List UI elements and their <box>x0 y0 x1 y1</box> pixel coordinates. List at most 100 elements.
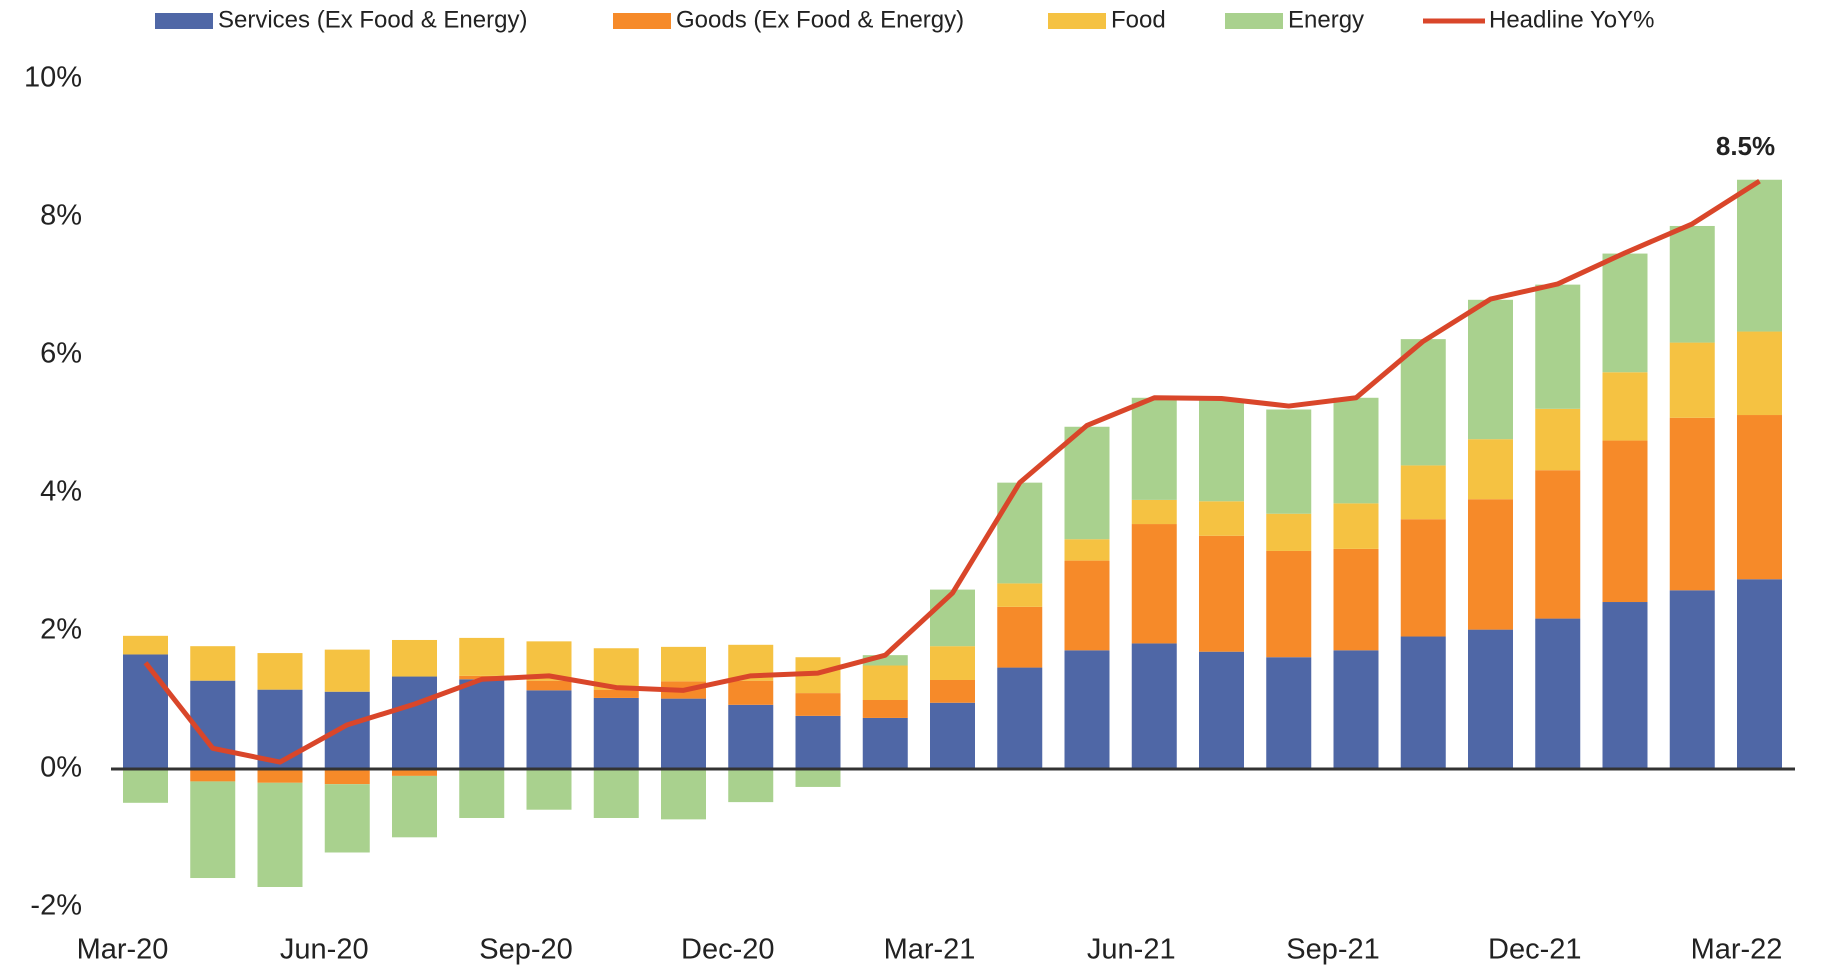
bar-segment <box>324 649 370 692</box>
bar-segment <box>1199 400 1244 502</box>
bar-segment <box>1266 550 1312 658</box>
bar-segment <box>1333 397 1379 504</box>
bar-segment <box>1468 439 1513 500</box>
x-tick-label: Sep-20 <box>479 934 573 966</box>
bar-segment <box>123 635 168 655</box>
bar-segment <box>1468 629 1513 769</box>
bar-segment <box>1669 417 1715 591</box>
bar-segment <box>1468 299 1513 440</box>
bar-segment <box>997 606 1043 668</box>
bar-segment <box>862 700 908 718</box>
bar-segment <box>661 698 706 769</box>
bar-segment <box>1602 253 1648 373</box>
bar-segment <box>1737 331 1782 416</box>
bar-segment <box>862 655 908 666</box>
legend-label: Services (Ex Food & Energy) <box>218 6 527 33</box>
bar-segment <box>1064 426 1110 540</box>
bar-segment <box>1333 548 1379 651</box>
bar-segment <box>324 769 370 785</box>
bar-segment <box>997 667 1043 769</box>
bar-segment <box>593 689 639 698</box>
bar-segment <box>324 784 370 853</box>
bar-segment <box>1131 524 1177 644</box>
bar-segment <box>1737 579 1782 769</box>
bar-segment <box>795 769 841 787</box>
bar-segment <box>1468 499 1513 630</box>
y-tick-label: 10% <box>24 62 82 94</box>
bar-segment <box>661 646 706 682</box>
bar-segment <box>1669 225 1715 343</box>
bar-segment <box>1064 560 1110 651</box>
bar-segment <box>257 782 303 887</box>
bar-segment <box>392 769 437 776</box>
bar-segment <box>1602 372 1648 441</box>
bar-segment <box>1535 284 1581 409</box>
bar-segment <box>1266 409 1312 514</box>
bar-segment <box>1535 618 1581 769</box>
legend-swatch <box>1225 13 1283 29</box>
bar-segment <box>862 665 908 700</box>
bar-segment <box>526 680 572 691</box>
bar-segment <box>930 646 975 680</box>
bar-segment <box>123 654 168 769</box>
x-tick-label: Mar-22 <box>1691 934 1783 966</box>
x-tick-label: Mar-21 <box>884 934 976 966</box>
x-tick-label: Jun-21 <box>1087 934 1176 966</box>
bar-segment <box>1400 519 1446 637</box>
bar-segment <box>1199 535 1244 652</box>
legend-label: Goods (Ex Food & Energy) <box>676 6 964 33</box>
bar-segment <box>1737 415 1782 580</box>
bar-segment <box>1602 440 1648 603</box>
y-tick-label: -2% <box>30 890 82 922</box>
x-tick-label: Dec-21 <box>1488 934 1582 966</box>
bar-segment <box>593 697 639 769</box>
bar-segment <box>1602 602 1648 769</box>
legend-label: Headline YoY% <box>1489 6 1654 33</box>
bar-segment <box>1400 339 1446 466</box>
bar-segment <box>728 769 774 803</box>
legend-label: Energy <box>1288 6 1364 33</box>
bar-segment <box>1535 408 1581 471</box>
bar-segment <box>324 691 370 769</box>
y-tick-label: 4% <box>40 476 82 508</box>
bar-segment <box>392 775 437 838</box>
bar-segment <box>1266 657 1312 769</box>
bar-segment <box>1131 643 1177 769</box>
bar-segment <box>257 769 303 783</box>
bar-segment <box>997 583 1043 607</box>
x-tick-label: Sep-21 <box>1286 934 1380 966</box>
bar-segment <box>190 781 236 879</box>
bar-segment <box>728 680 774 705</box>
y-tick-label: 2% <box>40 614 82 646</box>
bar-segment <box>593 769 639 818</box>
bar-segment <box>1535 470 1581 619</box>
bar-segment <box>1737 179 1782 332</box>
bar-segment <box>123 769 168 803</box>
bar-segment <box>190 680 236 769</box>
bar-segment <box>1131 499 1177 525</box>
legend-swatch <box>613 13 671 29</box>
legend-swatch <box>1048 13 1106 29</box>
bar-segment <box>930 702 975 769</box>
bar-segment <box>190 769 236 782</box>
bar-segment <box>1199 651 1244 769</box>
bar-segment <box>930 589 975 647</box>
legend-label: Food <box>1111 6 1166 33</box>
bar-segment <box>1333 650 1379 769</box>
legend-swatch <box>155 13 213 29</box>
bar-segment <box>661 769 706 820</box>
bar-segment <box>1131 397 1177 500</box>
bar-segment <box>392 639 437 677</box>
bar-segment <box>862 717 908 769</box>
bar-segment <box>1400 465 1446 520</box>
bar-segment <box>795 693 841 716</box>
bar-segment <box>459 769 505 818</box>
bar-segment <box>1669 590 1715 769</box>
bar-segment <box>526 769 572 810</box>
bar-segment <box>459 637 505 676</box>
bar-segment <box>795 715 841 769</box>
y-tick-label: 8% <box>40 200 82 232</box>
bar-segment <box>190 646 236 681</box>
headline-line <box>143 179 1761 765</box>
